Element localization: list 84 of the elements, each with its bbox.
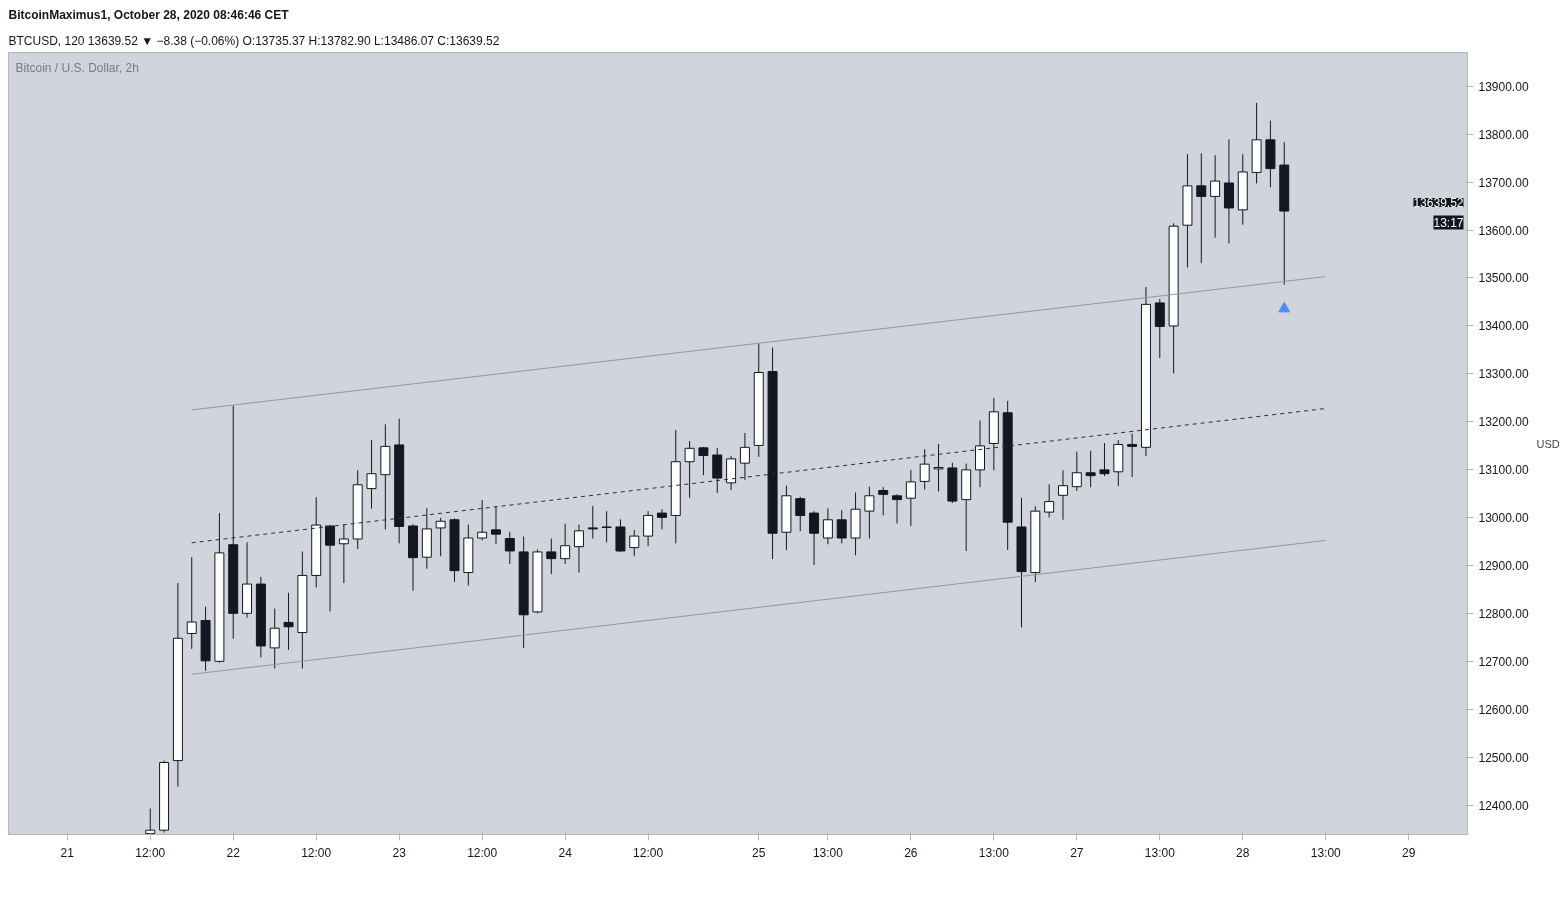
candlestick xyxy=(269,608,280,669)
candlestick xyxy=(892,493,903,525)
candlestick xyxy=(186,556,197,650)
candlestick xyxy=(712,447,723,494)
x-tick-label: 28 xyxy=(1236,845,1250,860)
y-tick-label: 13000.00 xyxy=(1478,511,1529,526)
candlestick xyxy=(1210,154,1221,239)
candlestick xyxy=(975,419,986,488)
x-tick-label: 23 xyxy=(392,845,407,860)
x-tick-label: 13:00 xyxy=(1144,845,1176,860)
candlestick xyxy=(504,531,515,565)
candlestick xyxy=(283,592,294,651)
x-tick-label: 12:00 xyxy=(633,845,664,860)
y-tick-label: 13400.00 xyxy=(1478,319,1529,334)
candlestick xyxy=(1154,298,1165,359)
y-tick-label: 13200.00 xyxy=(1478,415,1529,430)
candlestick xyxy=(560,523,571,565)
y-tick-label: 13100.00 xyxy=(1478,463,1529,478)
candlestick xyxy=(145,808,156,835)
candlestick xyxy=(615,518,626,553)
candlestick xyxy=(366,439,377,510)
text: Bitcoin / U.S. Dollar, 2h xyxy=(15,60,139,75)
x-tick-label: 13:00 xyxy=(812,845,844,860)
candlestick xyxy=(1085,450,1096,488)
x-tick-label: 26 xyxy=(904,845,918,860)
y-tick-label: 13700.00 xyxy=(1478,175,1529,190)
candlestick xyxy=(919,448,930,491)
y-axis-title: USD xyxy=(1536,437,1560,450)
candlestick xyxy=(698,446,709,476)
candlestick xyxy=(643,510,654,547)
candlestick xyxy=(1099,442,1110,477)
annotation: 13639.52 xyxy=(1413,196,1464,210)
y-tick-label: 13800.00 xyxy=(1478,127,1529,142)
y-tick-label: 13300.00 xyxy=(1478,367,1529,382)
candlestick xyxy=(809,510,820,566)
y-tick-label: 13600.00 xyxy=(1478,223,1529,238)
x-tick-label: 12:00 xyxy=(301,845,332,860)
text: BitcoinMaximus1, October 28, 2020 08:46:46 CET xyxy=(8,7,290,22)
candlestick xyxy=(905,469,916,527)
candlestick xyxy=(684,440,695,499)
y-tick-label: 12500.00 xyxy=(1478,751,1529,766)
x-tick-label: 29 xyxy=(1402,845,1416,860)
candlestick xyxy=(629,529,640,557)
y-tick-label: 12900.00 xyxy=(1478,559,1529,574)
candlestick xyxy=(726,455,737,491)
y-tick-label: 12400.00 xyxy=(1478,799,1529,814)
y-tick-label: 13500.00 xyxy=(1478,271,1529,286)
candlestick xyxy=(338,524,349,584)
x-tick-label: 27 xyxy=(1070,845,1084,860)
candlestick xyxy=(1196,152,1207,264)
y-tick-label: 12700.00 xyxy=(1478,655,1529,670)
text: 13:17 xyxy=(1433,215,1464,230)
candlestick xyxy=(546,537,557,575)
candlestick xyxy=(656,508,667,530)
candlestick xyxy=(933,443,944,492)
x-tick-label: 22 xyxy=(226,845,241,860)
candlestick xyxy=(1071,451,1082,492)
text: BTCUSD, 120 13639.52 ▼ −8.38 (−0.06%) O:13735.37 H:13782.90 L:13486.07 C:13639.52 xyxy=(8,33,500,48)
x-tick-label: 12:00 xyxy=(467,845,498,860)
candlestick xyxy=(477,499,488,541)
candlestick xyxy=(1044,483,1055,518)
x-tick-label: 12:00 xyxy=(135,845,166,860)
candlestick xyxy=(864,486,875,539)
x-tick-label: 13:00 xyxy=(978,845,1010,860)
candlestick xyxy=(878,486,889,516)
candlestick xyxy=(601,510,612,543)
x-tick-label: 21 xyxy=(60,845,75,860)
y-tick-label: 13900.00 xyxy=(1478,79,1529,94)
candlestick xyxy=(325,524,336,612)
y-tick-label: 12800.00 xyxy=(1478,607,1529,622)
x-tick-label: 24 xyxy=(558,845,573,860)
candlestick xyxy=(573,524,584,574)
candlestick xyxy=(1058,469,1068,521)
y-tick-label: 12600.00 xyxy=(1478,703,1529,718)
candlestick xyxy=(490,505,501,545)
candlestick xyxy=(1127,432,1138,478)
x-tick-label: 13:00 xyxy=(1310,845,1342,860)
candlestick xyxy=(822,507,833,545)
candlestick xyxy=(739,432,750,481)
candlestick xyxy=(795,496,806,532)
x-tick-label: 25 xyxy=(752,845,766,860)
candlestick xyxy=(435,517,446,557)
candlestick xyxy=(836,509,847,544)
candlestick xyxy=(587,505,598,539)
